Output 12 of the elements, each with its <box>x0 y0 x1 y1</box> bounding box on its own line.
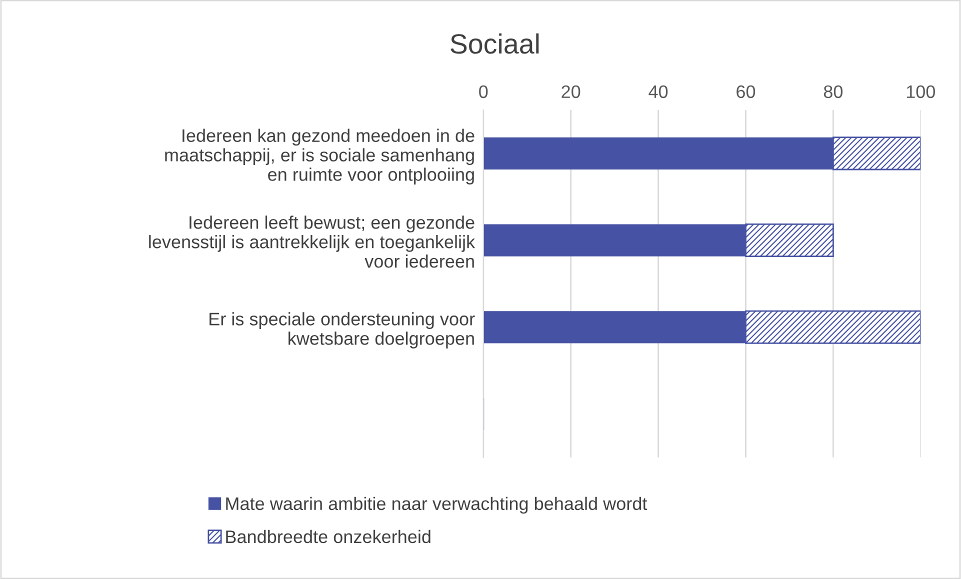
x-tick-label: 80 <box>824 85 843 98</box>
chart-title: Sociaal <box>450 33 539 54</box>
y-tick-label: Iedereen leeft bewust; een gezonde levensstijl is aantrekkelijk en toegankelijk voor iedereen <box>149 216 476 268</box>
y-tick-label: Er is speciale ondersteuning voor kwetsbare doelgroepen <box>210 312 475 348</box>
legend-label: Mate waarin ambitie naar verwachting behaald wordt <box>226 496 648 514</box>
x-tick-label: 20 <box>562 85 580 98</box>
y-tick-label: Iedereen kan gezond meedoen in de maatschappij, er is sociale samenhang en ruimte voor ontplooiing <box>165 128 474 184</box>
x-tick-label: 40 <box>648 85 668 98</box>
x-tick-label: 60 <box>736 85 756 98</box>
x-tick-label: 0 <box>479 85 488 98</box>
legend-label: Bandbreedte onzekerheid <box>226 530 430 544</box>
x-tick-label: 100 <box>906 85 935 98</box>
